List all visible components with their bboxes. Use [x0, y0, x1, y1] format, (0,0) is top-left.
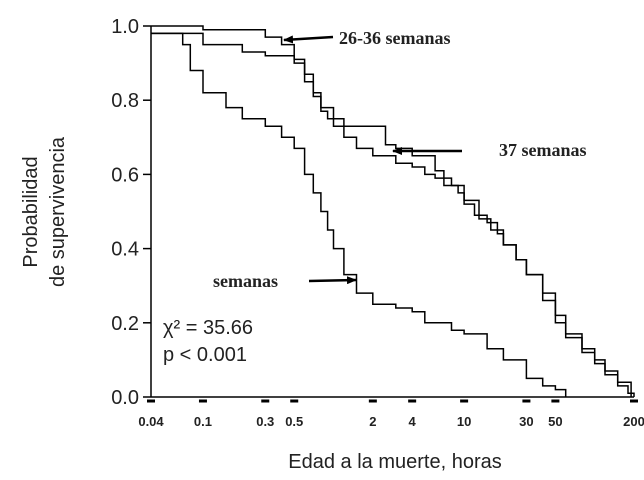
- x-axis-label: Edad a la muerte, horas: [288, 451, 501, 473]
- y-tick-label: 0.8: [111, 90, 139, 112]
- label-semanas: semanas: [213, 271, 278, 291]
- x-tick-label: 200: [623, 414, 644, 429]
- y-tick-label: 0.6: [111, 164, 139, 186]
- label-26-36: 26-36 semanas: [339, 28, 451, 48]
- chi-square-value: χ² = 35.66: [163, 317, 253, 339]
- series-line-0: [151, 25, 635, 397]
- annotation-semanas: semanas: [213, 271, 357, 291]
- y-axis-label-line-2: de supervivencia: [47, 136, 69, 287]
- x-tick-label: 50: [548, 414, 562, 429]
- x-tick-label: 0.1: [194, 414, 212, 429]
- x-tick-label: 0.3: [256, 414, 274, 429]
- arrow-26-36: [283, 35, 334, 44]
- axes: [150, 26, 634, 398]
- label-37: 37 semanas: [499, 140, 587, 160]
- y-axis-label: Probabilidad de supervivencia: [20, 136, 69, 287]
- x-tick-label: 10: [457, 414, 471, 429]
- y-tick-label: 0.2: [111, 313, 139, 335]
- x-tick-label: 30: [519, 414, 533, 429]
- x-tick-label: 2: [369, 414, 376, 429]
- y-tick-label: 0.0: [111, 387, 139, 409]
- y-axis-label-line-1: Probabilidad: [20, 156, 42, 267]
- p-value: p < 0.001: [163, 344, 247, 366]
- x-tick-label: 0.5: [285, 414, 303, 429]
- arrow-semanas: [308, 276, 357, 285]
- annotation-26-36: 26-36 semanas: [283, 28, 451, 48]
- series-lines: [151, 25, 635, 397]
- y-tick-label: 1.0: [111, 16, 139, 38]
- x-tick-label: 0.04: [138, 414, 164, 429]
- x-ticks: 0.04 0.1 0.3 0.5 2 4 10 30 50 200: [138, 399, 644, 429]
- x-tick-label: 4: [409, 414, 417, 429]
- y-ticks: 0.0 0.2 0.4 0.6 0.8 1.0: [111, 16, 151, 409]
- statistics: χ² = 35.66 p < 0.001: [163, 317, 253, 366]
- y-tick-label: 0.4: [111, 239, 139, 261]
- series-line-1: [151, 32, 632, 397]
- annotation-37: 37 semanas: [392, 140, 587, 160]
- series-line-2: [151, 32, 567, 397]
